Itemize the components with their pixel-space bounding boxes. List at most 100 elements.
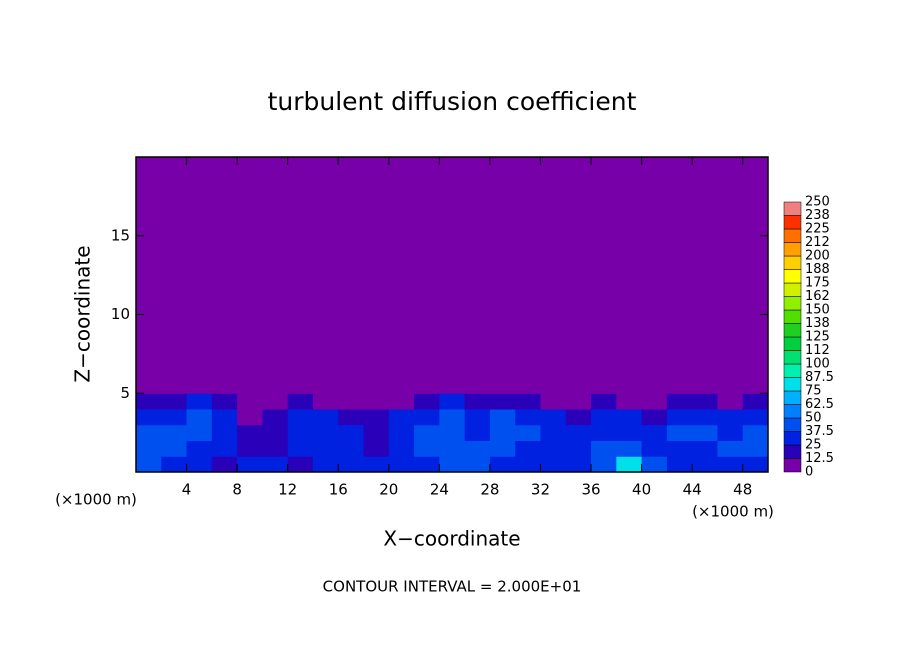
field-cell [717, 424, 744, 441]
field-cell [211, 157, 238, 394]
y-tick-label: 10 [111, 305, 130, 323]
field-cell [161, 409, 188, 426]
field-cell [414, 393, 440, 410]
field-cell [414, 456, 440, 473]
colorbar-label: 87.5 [805, 370, 834, 385]
field-cell [338, 456, 365, 473]
field-cell [666, 456, 693, 473]
field-cell [161, 393, 188, 410]
field-cell [161, 424, 188, 441]
field-cell [540, 157, 567, 394]
field-cell [414, 157, 440, 394]
field-cell [489, 456, 516, 473]
x-axis-label: X−coordinate [383, 527, 520, 551]
y-axis-label: Z−coordinate [71, 245, 95, 382]
colorbar-band [783, 336, 802, 351]
field-cell [591, 393, 617, 410]
colorbar-band [783, 323, 802, 338]
field-cell [186, 409, 213, 426]
field-cell [666, 424, 693, 441]
field-cell [742, 456, 769, 473]
colorbar-band [783, 201, 802, 216]
x-tick-label: 24 [430, 481, 449, 499]
field-cell [692, 456, 718, 473]
field-cell [515, 456, 541, 473]
field-cell [641, 424, 668, 441]
field-cell [641, 393, 668, 410]
field-cell [338, 440, 365, 457]
field-cell [515, 409, 541, 426]
field-cell [439, 456, 466, 473]
field-cell [717, 409, 744, 426]
field-cell [439, 440, 466, 457]
colorbar-band [783, 255, 802, 270]
x-tick-label: 4 [182, 481, 192, 499]
colorbar-label: 12.5 [805, 451, 834, 466]
field-cell [591, 409, 617, 426]
field-cell [464, 424, 491, 441]
field-cell [414, 409, 440, 426]
field-cell [591, 424, 617, 441]
field-cell [363, 393, 390, 410]
colorbar-label: 75 [805, 384, 822, 399]
field-cell [591, 157, 617, 394]
colorbar-band [783, 458, 802, 473]
x-tick-label: 12 [278, 481, 297, 499]
colorbar-band [783, 444, 802, 459]
field-cell [717, 456, 744, 473]
field-cell [211, 440, 238, 457]
field-cell [186, 393, 213, 410]
colorbar-band [783, 390, 802, 405]
field-cell [439, 393, 466, 410]
field-cell [287, 440, 314, 457]
field-cell [186, 456, 213, 473]
colorbar-band [783, 417, 802, 432]
field-cell [464, 157, 491, 394]
colorbar-label: 200 [805, 249, 830, 264]
colorbar-band [783, 215, 802, 230]
field-cell [262, 440, 289, 457]
field-cell [692, 393, 718, 410]
colorbar-label: 112 [805, 343, 830, 358]
field-cell [565, 424, 592, 441]
field-cell [136, 424, 162, 441]
colorbar-label: 238 [805, 208, 830, 223]
field-cell [388, 440, 415, 457]
field-cell [136, 157, 162, 394]
field-cell [489, 393, 516, 410]
colorbar-label: 125 [805, 330, 830, 345]
x-tick-label: 44 [683, 481, 702, 499]
field-cell [338, 409, 365, 426]
field-cell [312, 424, 339, 441]
field-cell [692, 440, 718, 457]
field-cell [641, 157, 668, 394]
colorbar-label: 188 [805, 262, 830, 277]
field-cell [312, 440, 339, 457]
field-cell [742, 409, 769, 426]
field-cell [136, 393, 162, 410]
field-cell [136, 409, 162, 426]
colorbar-label: 100 [805, 357, 830, 372]
colorbar-label: 25 [805, 438, 822, 453]
field-cell [540, 456, 567, 473]
field-cell [565, 157, 592, 394]
field-cell [717, 440, 744, 457]
field-cell [287, 456, 314, 473]
colorbar-label: 225 [805, 222, 830, 237]
field-cell [262, 393, 289, 410]
field-cell [515, 393, 541, 410]
field-cell [388, 409, 415, 426]
colorbar-band [783, 363, 802, 378]
field-cell [237, 393, 263, 410]
colorbar-label: 0 [805, 465, 813, 480]
field-cell [262, 157, 289, 394]
field-cell [388, 157, 415, 394]
field-cell [262, 456, 289, 473]
field-cell [186, 440, 213, 457]
field-cell [616, 424, 643, 441]
field-cell [742, 393, 769, 410]
colorbar-label: 50 [805, 411, 822, 426]
field-cell [287, 393, 314, 410]
field-cell [591, 440, 617, 457]
